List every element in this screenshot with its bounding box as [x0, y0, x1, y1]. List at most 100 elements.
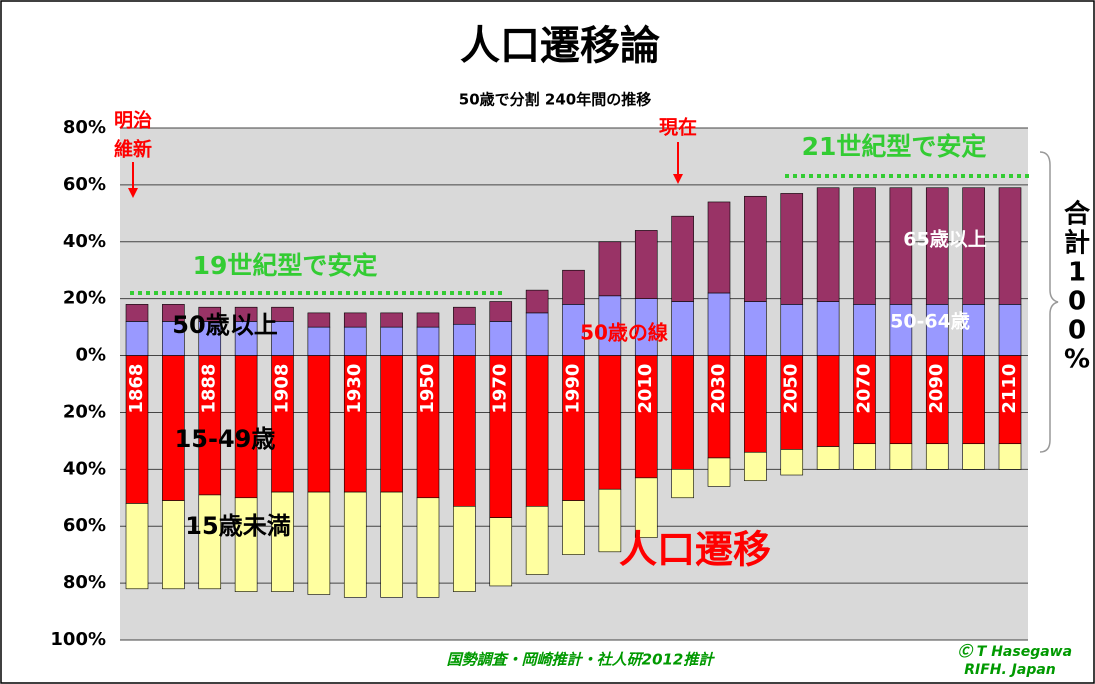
annotation-char: % — [1064, 345, 1090, 375]
x-tick-label: 2110 — [999, 364, 1020, 414]
bar-segment — [962, 443, 985, 470]
bar-segment — [343, 312, 367, 328]
bar-segment — [162, 304, 185, 322]
bar-segment — [453, 506, 476, 592]
bar-segment — [998, 187, 1022, 305]
x-tick-label: 1930 — [344, 364, 365, 414]
bar-segment — [671, 301, 694, 356]
series-label: 65歳以上 — [903, 229, 986, 251]
bar-segment — [998, 304, 1022, 356]
bar-segment — [853, 304, 876, 356]
x-tick-label: 1908 — [272, 364, 293, 414]
bar-segment — [198, 306, 222, 322]
y-tick-label: 40% — [63, 231, 106, 252]
bar-segment — [380, 355, 403, 493]
bar-segment — [853, 443, 876, 470]
annotation: 50歳以上 — [172, 311, 277, 339]
bar-segment — [271, 491, 294, 592]
bar-segment — [853, 187, 876, 305]
bar-segment — [780, 304, 804, 356]
annotation: 21世紀型で安定 — [802, 132, 987, 161]
bar-segment — [744, 451, 767, 482]
bar-segment — [744, 355, 767, 453]
x-tick-label: 2010 — [635, 364, 656, 414]
bar-segment — [744, 195, 767, 302]
annotation-char: 計 — [1064, 228, 1090, 259]
annotation: 明治 — [114, 109, 152, 132]
annotation-char: 合 — [1064, 199, 1091, 230]
arrow-head — [128, 188, 138, 198]
y-tick-label: 0% — [75, 345, 106, 366]
bar-segment — [925, 187, 949, 305]
bar-segment — [380, 491, 403, 598]
bar-segment — [962, 355, 985, 445]
bar-segment — [598, 241, 622, 297]
source: 国勢調査・岡崎推計・社人研2012推計 — [447, 651, 716, 669]
bar-segment — [380, 326, 403, 356]
x-tick-label: 2090 — [926, 364, 947, 414]
series-label: 15-49歳 — [175, 425, 276, 453]
credit: Ⓒ T Hasegawa — [958, 643, 1072, 660]
bar-segment — [307, 326, 331, 356]
bar-segment — [271, 306, 294, 322]
credit: RIFH. Japan — [964, 662, 1056, 678]
bar-segment — [962, 187, 985, 305]
bar-segment — [780, 193, 804, 305]
bar-segment — [307, 312, 331, 328]
bar-segment — [889, 355, 913, 445]
bar-segment — [416, 312, 440, 328]
arrow-head — [673, 174, 683, 184]
annotation: 維新 — [114, 138, 152, 161]
brace — [1039, 151, 1059, 453]
x-tick-label: 1868 — [126, 364, 147, 414]
bar-segment — [453, 355, 476, 507]
bar-segment — [525, 289, 549, 314]
bar-segment — [744, 301, 767, 356]
x-tick-label: 2070 — [854, 364, 875, 414]
x-tick-label: 1990 — [563, 364, 584, 414]
annotation-char: 0 — [1068, 287, 1086, 317]
annotation: 人口遷移 — [619, 528, 771, 572]
series-label: 15歳未満 — [185, 512, 290, 540]
bar-segment — [671, 469, 694, 499]
bar-segment — [671, 215, 694, 302]
bar-segment — [453, 323, 476, 356]
bar-segment — [634, 477, 658, 538]
x-tick-label: 1888 — [199, 364, 220, 414]
y-tick-label: 80% — [63, 117, 106, 138]
bar-segment — [889, 443, 913, 470]
bar-segment — [707, 457, 731, 487]
bar-segment — [598, 488, 622, 553]
bar-segment — [998, 443, 1022, 470]
y-tick-label: 100% — [50, 629, 106, 650]
bar-segment — [562, 500, 585, 555]
bar-segment — [125, 304, 149, 322]
bar-segment — [525, 312, 549, 356]
bar-segment — [525, 355, 549, 507]
bar-segment — [671, 355, 694, 470]
y-tick-label: 20% — [63, 288, 106, 309]
bar-segment — [707, 201, 731, 294]
bar-segment — [816, 446, 840, 470]
y-tick-label: 20% — [63, 401, 106, 422]
bar-segment — [489, 301, 513, 322]
annotation-char: 0 — [1068, 316, 1086, 346]
bar-segment — [489, 321, 513, 356]
annotation-char: 1 — [1068, 258, 1086, 288]
y-tick-label: 80% — [63, 572, 106, 593]
bar-segment — [416, 326, 440, 356]
subtitle: 50歳で分割 240年間の推移 — [459, 91, 651, 109]
x-tick-label: 2030 — [708, 364, 729, 414]
bar-segment — [234, 306, 258, 322]
bar-segment — [198, 494, 222, 590]
series-label: 50-64歳 — [890, 311, 970, 333]
bar-segment — [307, 355, 331, 493]
y-tick-label: 60% — [63, 515, 106, 536]
annotation: 50歳の線 — [580, 321, 668, 345]
bar-segment — [634, 230, 658, 299]
annotation: 現在 — [659, 116, 697, 139]
annotation: 19世紀型で安定 — [193, 251, 378, 280]
bar-segment — [307, 491, 331, 595]
bar-segment — [234, 497, 258, 592]
